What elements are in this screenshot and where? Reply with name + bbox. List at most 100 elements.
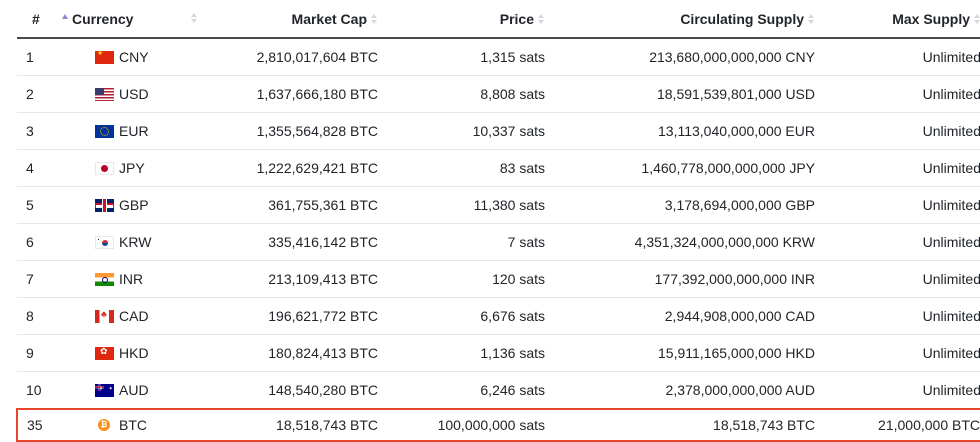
sort-icon[interactable] bbox=[190, 12, 198, 25]
circulating-supply-cell: 1,460,778,000,000,000 JPY bbox=[545, 149, 815, 187]
table-row[interactable]: 5 GBP 361,755,361 BTC 11,380 sats 3,178,… bbox=[17, 186, 980, 224]
currency-cell: CAD bbox=[88, 297, 208, 335]
sort-icon[interactable] bbox=[973, 13, 980, 26]
market-cap-cell: 196,621,772 BTC bbox=[208, 297, 378, 335]
currency-code: BTC bbox=[119, 417, 147, 433]
market-cap-cell: 18,518,743 BTC bbox=[208, 408, 378, 442]
price-cell: 7 sats bbox=[378, 223, 545, 261]
table-row[interactable]: 8 CAD 196,621,772 BTC 6,676 sats 2,944,9… bbox=[17, 297, 980, 335]
table-row[interactable]: 10 AUD 148,540,280 BTC 6,246 sats 2,378,… bbox=[17, 371, 980, 409]
market-cap-cell: 2,810,017,604 BTC bbox=[256, 49, 378, 65]
canada-flag-icon bbox=[95, 309, 114, 323]
china-flag-icon bbox=[95, 50, 114, 64]
currency-cell: EUR bbox=[88, 112, 208, 150]
column-label: Currency bbox=[72, 10, 134, 27]
currency-code: HKD bbox=[119, 345, 149, 361]
table-row[interactable]: 7 INR 213,109,413 BTC 120 sats 177,392,0… bbox=[17, 260, 980, 298]
column-label: Circulating Supply bbox=[680, 10, 804, 27]
table-row[interactable]: 3 EUR 1,355,564,828 BTC 10,337 sats 13,1… bbox=[17, 112, 980, 150]
currency-cell: ₿ BTC bbox=[88, 408, 208, 442]
column-header-max-supply[interactable]: Max Supply bbox=[815, 0, 980, 39]
column-header-currency[interactable]: Currency bbox=[72, 0, 208, 39]
market-cap-cell: 180,824,413 BTC bbox=[208, 334, 378, 372]
column-header-rank[interactable]: # bbox=[17, 0, 88, 39]
highlighted-btc-row[interactable]: 35 ₿ BTC 18,518,743 BTC 100,000,000 sats … bbox=[16, 408, 980, 442]
price-cell: 1,136 sats bbox=[378, 334, 545, 372]
table-row[interactable]: 9 HKD 180,824,413 BTC 1,136 sats 15,911,… bbox=[17, 334, 980, 372]
market-cap-cell: 1,355,564,828 BTC bbox=[208, 112, 378, 150]
price-cell: 6,246 sats bbox=[378, 371, 545, 409]
market-cap-cell: 148,540,280 BTC bbox=[208, 371, 378, 409]
currency-code: KRW bbox=[119, 234, 152, 250]
circulating-supply-cell: 13,113,040,000,000 EUR bbox=[545, 112, 815, 150]
rank-cell: 3 bbox=[17, 112, 88, 150]
max-supply-cell: Unlimited bbox=[815, 260, 980, 298]
rank-cell: 9 bbox=[17, 334, 88, 372]
market-cap-cell: 1,222,629,421 BTC bbox=[208, 149, 378, 187]
max-supply-cell: Unlimited bbox=[922, 49, 980, 65]
currency-cell: CNY bbox=[88, 38, 208, 76]
circulating-supply-cell: 3,178,694,000,000 GBP bbox=[545, 186, 815, 224]
price-cell: 1,315 sats bbox=[480, 49, 545, 65]
table-row[interactable]: 1 CNY 2,810,017,604 BTC 1,315 sats 213,6… bbox=[17, 38, 980, 76]
currency-cell: INR bbox=[88, 260, 208, 298]
table-header-row: # Currency Market Cap Price Circulating … bbox=[17, 0, 980, 39]
table-row[interactable]: 2 USD 1,637,666,180 BTC 8,808 sats 18,59… bbox=[17, 75, 980, 113]
max-supply-cell: 21,000,000 BTC bbox=[815, 408, 980, 442]
table-row[interactable]: 6 KRW 335,416,142 BTC 7 sats 4,351,324,0… bbox=[17, 223, 980, 261]
rank-cell: 4 bbox=[17, 149, 88, 187]
currency-code: GBP bbox=[119, 197, 149, 213]
circulating-supply-cell: 4,351,324,000,000,000 KRW bbox=[545, 223, 815, 261]
rank-cell: 6 bbox=[17, 223, 88, 261]
market-cap-cell: 361,755,361 BTC bbox=[208, 186, 378, 224]
circulating-supply-cell: 2,378,000,000,000 AUD bbox=[545, 371, 815, 409]
column-header-circulating-supply[interactable]: Circulating Supply bbox=[545, 0, 815, 39]
eu-flag-icon bbox=[95, 124, 114, 138]
rank-cell: 5 bbox=[17, 186, 88, 224]
rank-cell: 1 bbox=[26, 49, 34, 65]
column-label: Price bbox=[499, 10, 534, 27]
circulating-supply-cell: 18,518,743 BTC bbox=[545, 408, 815, 442]
max-supply-cell: Unlimited bbox=[815, 75, 980, 113]
currency-code: AUD bbox=[119, 382, 149, 398]
price-cell: 11,380 sats bbox=[378, 186, 545, 224]
circulating-supply-cell: 15,911,165,000,000 HKD bbox=[545, 334, 815, 372]
column-header-market-cap[interactable]: Market Cap bbox=[208, 0, 378, 39]
market-cap-cell: 335,416,142 BTC bbox=[208, 223, 378, 261]
japan-flag-icon bbox=[95, 161, 114, 175]
sort-ascending-icon[interactable] bbox=[61, 13, 69, 25]
currency-cell: JPY bbox=[88, 149, 208, 187]
hong-kong-flag-icon bbox=[95, 346, 114, 360]
sort-icon[interactable] bbox=[370, 13, 378, 26]
max-supply-cell: Unlimited bbox=[815, 149, 980, 187]
price-cell: 8,808 sats bbox=[378, 75, 545, 113]
column-label: # bbox=[32, 10, 40, 27]
max-supply-cell: Unlimited bbox=[815, 297, 980, 335]
currency-cell: HKD bbox=[88, 334, 208, 372]
table-row[interactable]: 4 JPY 1,222,629,421 BTC 83 sats 1,460,77… bbox=[17, 149, 980, 187]
currency-code: EUR bbox=[119, 123, 149, 139]
rank-cell: 10 bbox=[17, 371, 88, 409]
rank-cell: 2 bbox=[17, 75, 88, 113]
circulating-supply-cell: 2,944,908,000,000 CAD bbox=[545, 297, 815, 335]
bitcoin-icon: ₿ bbox=[98, 419, 110, 431]
india-flag-icon bbox=[95, 272, 114, 286]
column-header-price[interactable]: Price bbox=[378, 0, 545, 39]
currency-cell: USD bbox=[88, 75, 208, 113]
sort-icon[interactable] bbox=[537, 13, 545, 26]
currency-cell: GBP bbox=[88, 186, 208, 224]
currency-code: CAD bbox=[119, 308, 149, 324]
price-cell: 10,337 sats bbox=[378, 112, 545, 150]
rank-cell: 8 bbox=[17, 297, 88, 335]
max-supply-cell: Unlimited bbox=[815, 223, 980, 261]
rank-cell: 7 bbox=[17, 260, 88, 298]
sort-icon[interactable] bbox=[807, 13, 815, 26]
circulating-supply-cell: 18,591,539,801,000 USD bbox=[545, 75, 815, 113]
max-supply-cell: Unlimited bbox=[815, 334, 980, 372]
currency-code: INR bbox=[119, 271, 144, 287]
price-cell: 120 sats bbox=[378, 260, 545, 298]
price-cell: 6,676 sats bbox=[378, 297, 545, 335]
currency-table-container: # Currency Market Cap Price Circulating … bbox=[16, 0, 980, 442]
currency-cell: AUD bbox=[88, 371, 208, 409]
currency-code: USD bbox=[119, 86, 149, 102]
